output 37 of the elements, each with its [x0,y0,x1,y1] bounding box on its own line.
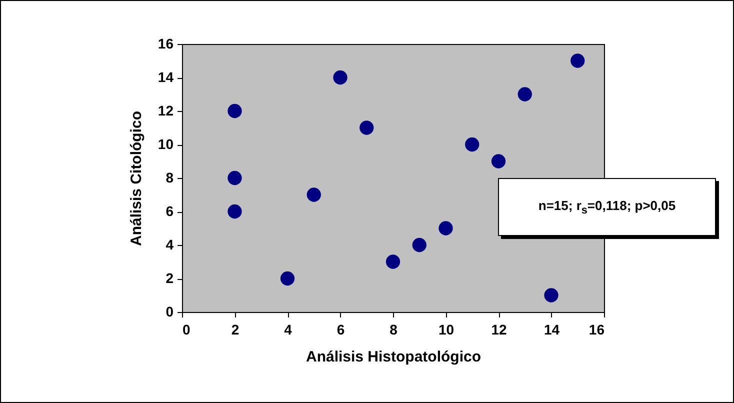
annotation: n=15; r$_{s}$=0,118; p>0,05 [538,198,676,216]
point [491,154,506,168]
x-tick-label: 0 [182,322,190,338]
y-tick-label: 4 [166,236,174,252]
point [280,271,295,286]
y-tick-label: 8 [166,170,174,186]
y-axis-title: Análisis Citológico [128,110,145,246]
y-tick-label: 12 [158,102,174,118]
y-tick-label: 10 [158,136,174,152]
point [438,221,453,236]
point [412,238,426,252]
point [333,70,348,85]
point [386,254,400,269]
x-tick-label: 4 [284,322,292,338]
point [228,204,242,219]
x-axis-title: Análisis Histopatológico [306,348,482,366]
point [544,288,558,302]
x-tick-label: 8 [390,322,398,338]
point [570,54,585,68]
x-tick-label: 12 [491,322,507,338]
x-tick-label: 16 [588,322,605,338]
y-tick-label: 2 [166,270,174,286]
point [306,188,321,202]
note-box: n=15; r$_{s}$=0,118; p>0,05 [498,178,716,236]
point [228,170,242,186]
y-tick-label: 14 [158,69,174,85]
point [228,104,242,118]
y-tick-label: 0 [166,304,174,320]
y-tick-label: 16 [158,36,174,52]
x-tick-label: 6 [336,322,345,338]
x-tick-label: 14 [544,322,560,338]
point [465,137,480,152]
x-tick-label: 10 [438,322,454,338]
point [518,87,532,102]
y-tick-label: 6 [166,203,174,219]
point [360,120,374,135]
x-tick-label: 2 [231,322,240,338]
